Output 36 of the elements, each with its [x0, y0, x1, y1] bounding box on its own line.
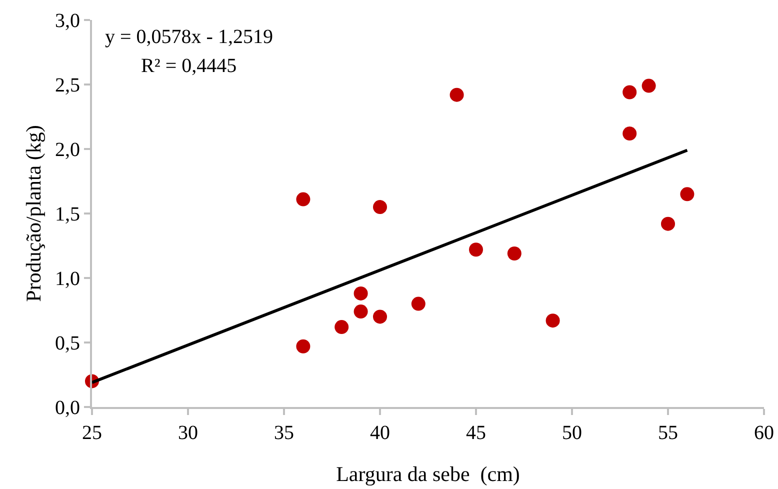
- y-tick-label: 1,5: [55, 204, 80, 226]
- point: [469, 242, 483, 257]
- point: [354, 286, 368, 300]
- annotation: R² = 0,4445: [141, 55, 237, 77]
- point: [661, 216, 675, 231]
- x-tick-label: 45: [466, 422, 486, 444]
- point: [546, 314, 560, 328]
- x-tick-label: 30: [178, 422, 198, 444]
- point: [622, 85, 637, 100]
- annotation: y = 0,0578x - 1,2519: [105, 26, 273, 48]
- point: [373, 310, 387, 324]
- x-axis-title: Largura da sebe (cm): [336, 462, 520, 486]
- point: [642, 78, 656, 93]
- point: [296, 339, 310, 354]
- y-tick-label: 2,0: [55, 139, 80, 161]
- y-axis-title: Produção/planta (kg): [22, 125, 46, 302]
- point: [411, 296, 426, 311]
- point: [334, 320, 349, 334]
- x-tick-label: 55: [658, 422, 678, 444]
- x-tick-label: 60: [754, 422, 774, 444]
- x-tick-label: 40: [370, 422, 390, 444]
- y-tick-label: 1,0: [55, 268, 80, 290]
- y-tick-label: 3,0: [55, 10, 80, 32]
- point: [680, 187, 694, 202]
- y-tick-label: 0,5: [55, 332, 80, 354]
- x-tick-label: 35: [274, 422, 294, 444]
- point: [373, 200, 387, 214]
- x-tick-label: 50: [562, 422, 582, 444]
- point: [450, 88, 464, 102]
- point: [354, 304, 368, 319]
- y-tick-label: 2,5: [55, 74, 80, 96]
- y-tick-label: 0,0: [55, 397, 80, 419]
- x-tick-label: 25: [82, 422, 102, 444]
- point: [622, 126, 637, 141]
- point: [296, 192, 310, 206]
- point: [507, 246, 522, 260]
